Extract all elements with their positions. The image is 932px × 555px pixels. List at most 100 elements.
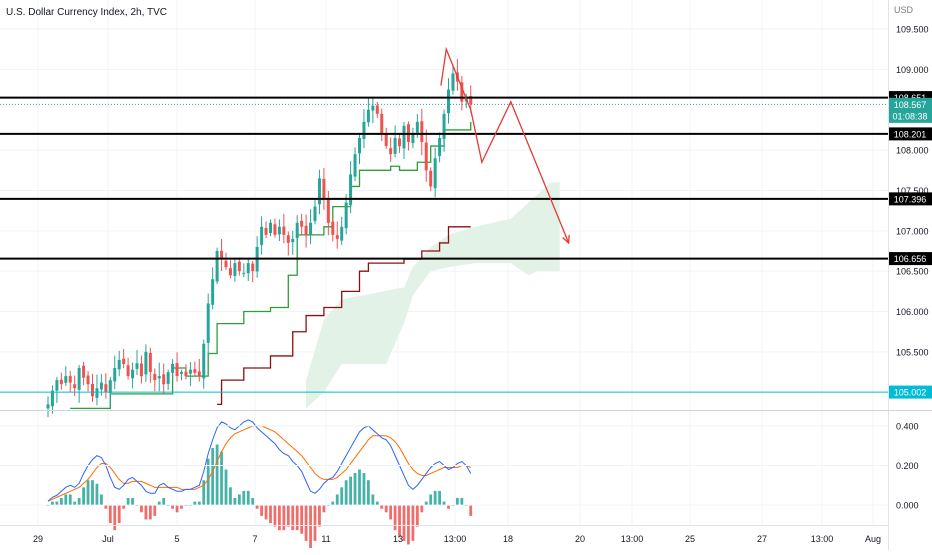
candle [184,364,188,380]
macd-histogram-bar [175,505,179,513]
countdown-label: 01:08:38 [892,111,927,121]
candle-body [469,96,473,105]
macd-histogram-bar [313,505,317,541]
macd-histogram-bar [224,469,228,506]
candle-body [91,383,94,397]
macd-histogram-bar [55,501,59,506]
macd-histogram-bar [429,494,433,506]
candle-body [77,368,81,390]
macd-histogram-bar [104,505,108,509]
candle [148,347,152,383]
macd-histogram-bar [180,505,183,509]
macd-histogram-bar [171,505,174,509]
candle [411,127,415,149]
macd-histogram-bar [202,480,206,506]
candle-body [326,198,330,223]
level-label-bg [889,192,932,206]
candle [202,339,206,389]
candle [317,169,321,215]
candle [331,218,335,242]
macd-histogram-bar [220,451,223,506]
candle-body [206,303,210,343]
macd-histogram-bar [59,498,63,506]
macd-histogram-bar [424,501,428,506]
candle [233,258,237,282]
time-tick: 13 [393,534,403,544]
macd-histogram-bar [211,448,215,506]
candle-body [317,178,321,205]
candle-body [424,142,428,171]
price-tick: 107.500 [896,186,929,196]
candle [358,132,361,165]
macd-histogram-bar [126,498,130,506]
time-tick: 11 [321,534,330,544]
candle [295,215,299,252]
candle [398,133,402,153]
candle [46,396,50,418]
candle-body [438,138,442,156]
macd-histogram-bar [300,505,304,534]
candle-body [139,363,143,377]
last-price-label: 108.567 [894,100,927,110]
candle-body [398,138,402,147]
candle-body [86,375,90,385]
candle-body [304,225,308,235]
candle [344,194,348,235]
candle-body [99,382,103,390]
candle [86,370,90,392]
macd-histogram-bar [420,505,424,513]
macd-histogram-bar [433,490,437,506]
macd-histogram-bar [331,501,335,506]
chart-title: U.S. Dollar Currency Index, 2h, TVC [6,7,167,18]
macd-histogram-bar [460,498,464,506]
candle [104,373,108,399]
candle [64,366,68,387]
macd-histogram-bar [269,505,272,524]
candle-body [104,384,108,393]
macd-histogram-bar [51,501,54,506]
candle [135,349,139,376]
candle [108,376,112,406]
candle-body [313,206,317,222]
macd-histogram-bar [95,483,99,506]
candle-body [162,374,166,385]
macd-histogram-bar [229,487,232,506]
candle-body [220,250,224,260]
macd-histogram-bar [291,505,295,531]
candle-body [447,89,450,114]
macd-histogram-bar [140,505,143,513]
macd-histogram-bar [344,480,348,506]
macd-histogram-bar [322,505,326,513]
candle [291,230,295,255]
macd-histogram-bar [117,505,121,524]
time-tick: 7 [252,534,257,544]
candle [460,76,464,111]
candle-body [251,263,255,272]
candle [117,350,121,377]
macd-histogram-bar [148,505,152,520]
macd-histogram-bar [335,494,339,506]
candle [380,108,384,141]
macd-histogram-bar [282,505,286,531]
candle [139,355,143,384]
candle-body [353,154,357,177]
candle-body [389,148,393,155]
price-tick: 108.000 [896,146,929,156]
candle [269,219,272,237]
price-tick: 109.500 [896,25,929,35]
macd-histogram-bar [215,444,219,506]
candle-body [344,202,348,229]
projection-arrowhead [562,234,570,245]
candle [371,98,375,124]
macd-histogram-bar [442,501,446,506]
macd-histogram-bar [415,505,419,527]
macd-histogram-bar [86,480,90,506]
candle-body [224,260,228,268]
candle-body [68,376,72,383]
candle [122,348,126,368]
macd-histogram-bar [73,501,77,506]
candle [273,218,277,238]
candle [282,213,286,244]
macd-histogram-bar [375,501,379,506]
